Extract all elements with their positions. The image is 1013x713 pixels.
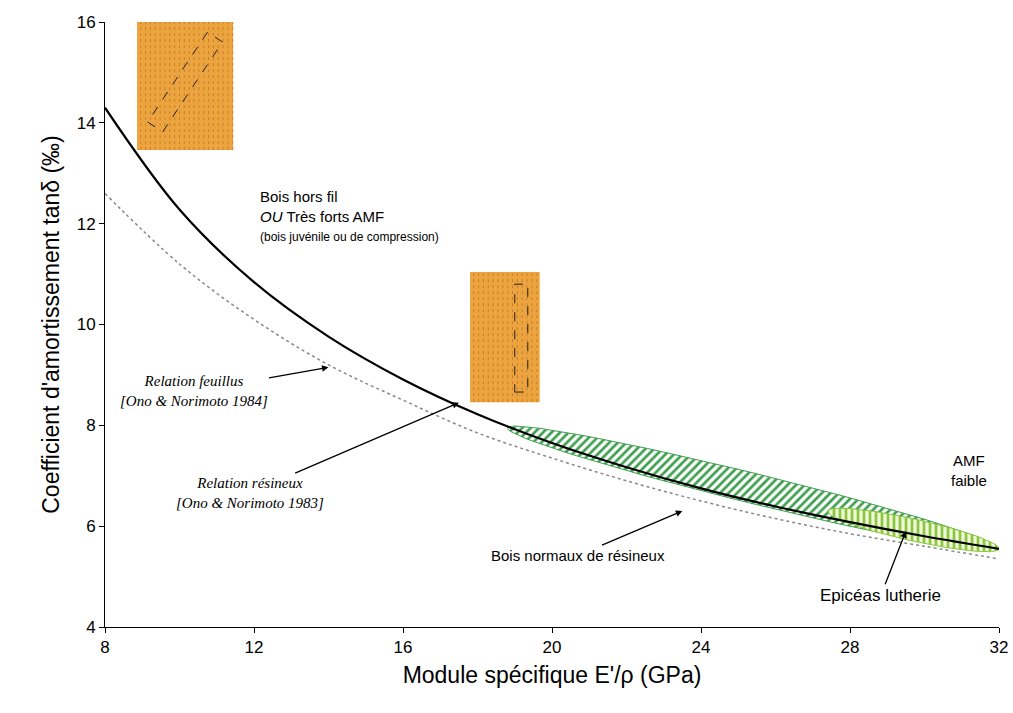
svg-text:12: 12 (77, 215, 96, 234)
svg-text:10: 10 (77, 315, 96, 334)
svg-text:Coefficient d'amortissement ta: Coefficient d'amortissement tanδ (‰) (38, 135, 64, 514)
svg-text:14: 14 (77, 114, 96, 133)
svg-text:24: 24 (692, 638, 711, 657)
svg-text:8: 8 (100, 638, 109, 657)
svg-text:Relation feuillus[Ono & Norimo: Relation feuillus[Ono & Norimoto 1984] (120, 373, 268, 409)
svg-text:Relation résineux[Ono & Norimo: Relation résineux[Ono & Norimoto 1983] (176, 475, 324, 511)
svg-text:6: 6 (86, 517, 95, 536)
svg-text:28: 28 (841, 638, 860, 657)
svg-text:AMFfaible: AMFfaible (951, 452, 987, 489)
svg-text:12: 12 (245, 638, 264, 657)
svg-text:Module spécifique E'/ρ (GPa): Module spécifique E'/ρ (GPa) (403, 662, 702, 688)
svg-text:Bois normaux de résineux: Bois normaux de résineux (491, 547, 665, 564)
svg-text:Epicéas lutherie: Epicéas lutherie (820, 586, 941, 605)
svg-text:4: 4 (86, 618, 95, 637)
svg-text:Bois hors filOU Très forts AMF: Bois hors filOU Très forts AMF(bois juvé… (260, 188, 439, 244)
svg-text:16: 16 (77, 13, 96, 32)
svg-text:8: 8 (86, 416, 95, 435)
svg-text:16: 16 (394, 638, 413, 657)
svg-text:32: 32 (990, 638, 1009, 657)
svg-text:20: 20 (543, 638, 562, 657)
